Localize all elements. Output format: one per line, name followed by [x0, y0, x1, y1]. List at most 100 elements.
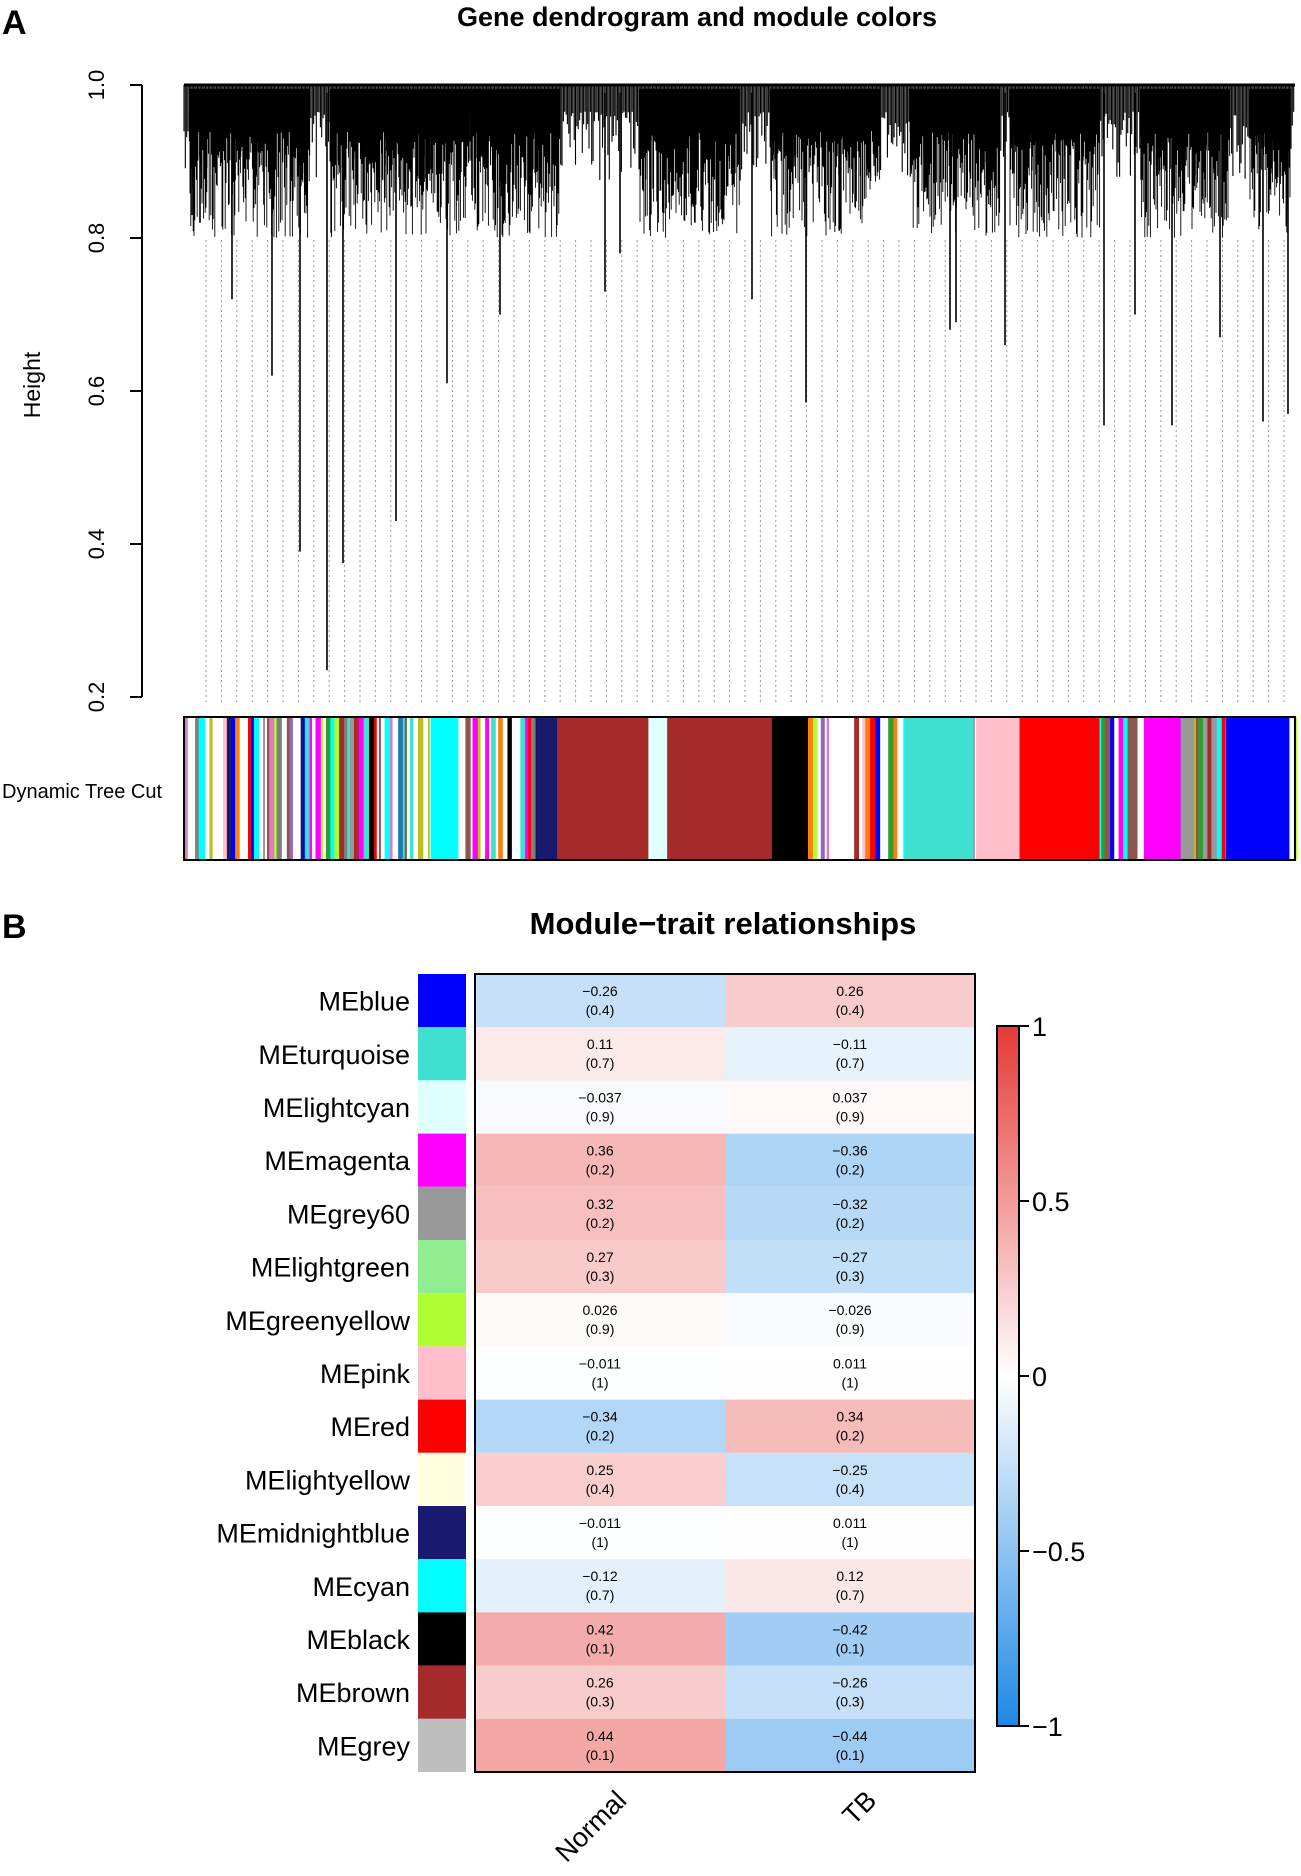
- module-swatch-MEblue: [418, 974, 466, 1028]
- row-label: MEmidnightblue: [216, 1519, 410, 1549]
- row-label: MEblack: [306, 1625, 410, 1655]
- row-label: MElightgreen: [251, 1253, 410, 1283]
- module-stripe: [418, 717, 424, 860]
- module-stripe: [480, 717, 486, 860]
- module-stripe: [284, 717, 288, 860]
- module-stripe: [897, 717, 902, 860]
- module-stripe: [1198, 717, 1204, 860]
- module-stripe: [295, 717, 302, 860]
- module-stripe: [488, 717, 492, 860]
- module-stripe: [304, 717, 311, 860]
- module-stripe: [302, 717, 306, 860]
- module-stripe: [395, 717, 399, 860]
- module-stripe: [269, 717, 275, 860]
- module-stripe: [184, 717, 189, 860]
- module-stripe: [1132, 717, 1139, 860]
- module-stripe: [498, 717, 504, 860]
- height-tick-label: 0.8: [84, 223, 109, 254]
- module-stripe: [465, 717, 472, 860]
- cell-correlation: −0.011: [579, 1355, 621, 1371]
- module-stripe: [267, 717, 270, 860]
- heatmap-cell: [725, 974, 975, 1028]
- heatmap-cell: [725, 1506, 975, 1560]
- module-stripe: [315, 717, 322, 860]
- cell-pvalue: (0.1): [586, 1640, 615, 1656]
- cell-pvalue: (0.4): [836, 1002, 865, 1018]
- panel-a-title: Gene dendrogram and module colors: [457, 2, 937, 32]
- row-label: MEgreenyellow: [225, 1306, 410, 1336]
- heatmap-cell: [475, 1346, 725, 1400]
- row-label: MEpink: [320, 1359, 411, 1389]
- module-block-red: [1019, 717, 1100, 860]
- row-label: MEgrey: [317, 1731, 411, 1761]
- module-stripe: [404, 717, 408, 860]
- legend-tick-label: −1: [1032, 1712, 1063, 1742]
- module-swatch-MEmagenta: [418, 1133, 466, 1187]
- color-legend: 1 0.5 0 −0.5 −1: [996, 1012, 1085, 1742]
- module-stripe: [1288, 717, 1295, 860]
- heatmap-cell: [475, 1452, 725, 1506]
- panel-b-letter: B: [2, 908, 27, 946]
- module-stripe: [865, 717, 871, 860]
- module-stripe: [191, 717, 196, 860]
- module-stripe: [846, 717, 852, 860]
- module-swatch-MEred: [418, 1399, 466, 1453]
- cell-pvalue: (0.2): [586, 1428, 615, 1444]
- cell-pvalue: (0.2): [836, 1162, 865, 1178]
- module-stripe: [461, 717, 467, 860]
- dendrogram-cluster: [1139, 88, 1231, 238]
- cell-pvalue: (0.7): [836, 1055, 865, 1071]
- module-stripe: [347, 717, 351, 860]
- cell-pvalue: (0.1): [836, 1640, 865, 1656]
- module-stripe: [528, 717, 532, 860]
- module-stripe: [883, 717, 889, 860]
- module-stripe: [1139, 717, 1145, 860]
- module-stripe: [265, 717, 268, 860]
- module-stripe: [212, 717, 219, 860]
- cell-correlation: 0.27: [586, 1249, 613, 1265]
- module-stripe: [1207, 717, 1212, 860]
- module-block-blue: [1226, 717, 1290, 860]
- module-trait-heatmap: MEblue −0.26 (0.4) 0.26 (0.4) MEturquoise 0.11…: [216, 973, 976, 1868]
- module-stripe: [817, 717, 822, 860]
- cell-correlation: 0.026: [582, 1302, 617, 1318]
- module-stripe: [209, 717, 214, 860]
- heatmap-cell: [725, 1080, 975, 1134]
- module-stripe: [859, 717, 863, 860]
- module-stripe: [311, 717, 317, 860]
- module-stripe: [223, 717, 228, 860]
- module-stripe: [392, 717, 397, 860]
- module-stripe: [836, 717, 843, 860]
- module-swatch-MElightcyan: [418, 1080, 466, 1134]
- cell-correlation: −0.34: [582, 1409, 618, 1425]
- module-stripe: [379, 717, 382, 860]
- cell-pvalue: (0.4): [836, 1481, 865, 1497]
- module-block-brown: [667, 717, 772, 860]
- panel-a-ylabel: Height: [19, 351, 45, 418]
- cell-pvalue: (1): [841, 1534, 858, 1550]
- module-stripe: [330, 717, 335, 860]
- cell-correlation: −0.27: [832, 1249, 868, 1265]
- heatmap-cell: [725, 1559, 975, 1613]
- heatmap-cell: [475, 1240, 725, 1294]
- module-stripe: [832, 717, 838, 860]
- dendrogram-cluster: [909, 88, 1001, 236]
- cell-correlation: 0.12: [836, 1568, 863, 1584]
- module-stripe: [413, 717, 419, 860]
- cell-correlation: 0.25: [586, 1462, 613, 1478]
- cell-pvalue: (0.9): [836, 1108, 865, 1124]
- dendrogram-cluster: [1249, 88, 1291, 233]
- module-stripe: [300, 717, 304, 860]
- module-stripe: [862, 717, 866, 860]
- module-block-magenta: [1143, 717, 1181, 860]
- module-stripe: [842, 717, 847, 860]
- module-stripe: [380, 717, 386, 860]
- heatmap-cell: [725, 1665, 975, 1719]
- module-swatch-MEbrown: [418, 1665, 466, 1719]
- heatmap-cell: [475, 1080, 725, 1134]
- cell-correlation: −0.12: [582, 1568, 618, 1584]
- heatmap-cell: [475, 974, 725, 1028]
- cell-correlation: −0.32: [832, 1196, 868, 1212]
- module-stripe: [334, 717, 340, 860]
- cell-pvalue: (0.2): [586, 1162, 615, 1178]
